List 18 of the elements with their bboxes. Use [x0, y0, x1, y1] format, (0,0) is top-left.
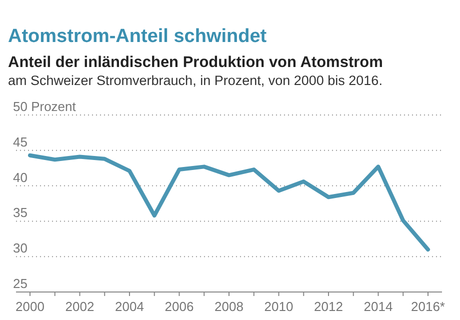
- text: am Schweizer Stromverbrauch, in Prozent, von 2000 bis 2016.: [8, 73, 382, 88]
- y-tick-label: 25: [13, 276, 28, 291]
- chart-title: Atomstrom-Anteil schwindet: [8, 26, 268, 47]
- x-tick-label: 2004: [115, 299, 144, 314]
- x-tick-label: 2008: [214, 299, 244, 314]
- y-tick-label: 30: [13, 240, 28, 256]
- x-tick-label: 2010: [264, 299, 294, 314]
- y-tick-label: 40: [13, 170, 28, 185]
- x-tick-label: 2012: [314, 299, 343, 314]
- y-tick-label: 45: [13, 134, 28, 150]
- chart-subtitle: Anteil der inländischen Produktion von Atomstrom: [8, 54, 383, 71]
- y-tick-label: 50 Prozent: [13, 99, 76, 114]
- x-tick-label: 2006: [164, 299, 194, 314]
- x-tick-label: 2016*: [411, 299, 445, 314]
- x-tick-label: 2014: [364, 299, 393, 314]
- x-tick-label: 2000: [16, 299, 44, 314]
- x-tick-label: 2002: [65, 299, 94, 314]
- y-tick-label: 35: [13, 205, 28, 220]
